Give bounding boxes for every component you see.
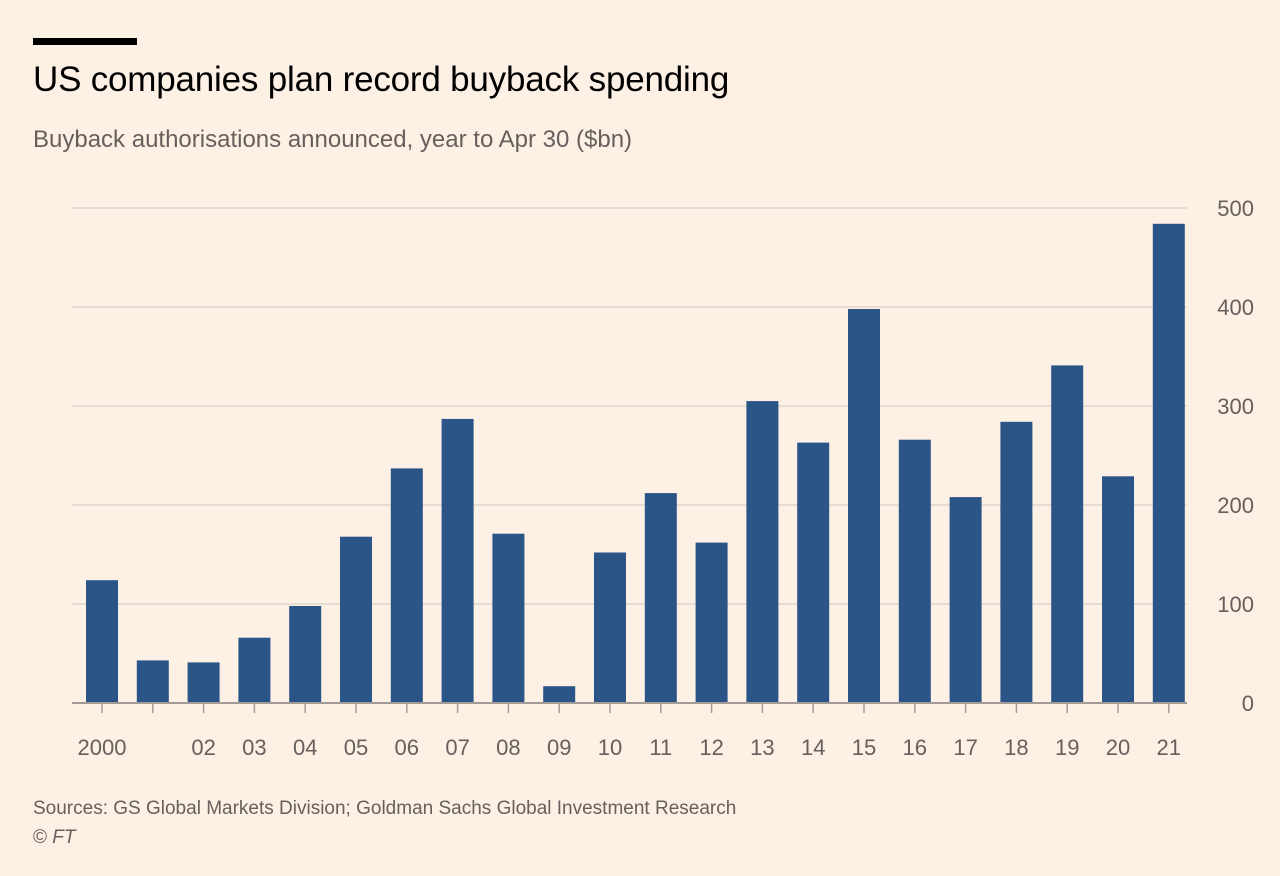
chart-title: US companies plan record buyback spendin…: [33, 60, 730, 99]
bar-08: [492, 533, 525, 703]
bar-15: [848, 309, 880, 703]
x-tick-label: 15: [852, 735, 876, 760]
x-tick-label: 06: [395, 735, 419, 760]
x-tick-label: 03: [242, 735, 266, 760]
x-tick-label: 19: [1055, 735, 1079, 760]
y-tick-label: 200: [1217, 493, 1254, 518]
x-tick-label: 11: [649, 735, 672, 760]
bar-07: [441, 418, 474, 703]
bar-03: [238, 637, 271, 703]
y-axis-labels: 0 100 200 300 400 500: [1217, 196, 1254, 716]
source-note: Sources: GS Global Markets Division; Gol…: [33, 798, 737, 819]
bar-2000: [86, 580, 118, 703]
bar-05: [340, 536, 372, 703]
x-tick-label: 02: [191, 735, 215, 760]
x-tick-label: 09: [547, 735, 571, 760]
bar-02: [187, 662, 220, 703]
x-tick-label: 05: [344, 735, 368, 760]
header-rule: [33, 38, 137, 45]
x-tick-label: 14: [801, 735, 825, 760]
bars: [86, 223, 1185, 704]
y-tick-label: 0: [1242, 691, 1254, 716]
bar-01: [136, 660, 169, 703]
x-tick-label: 17: [953, 735, 977, 760]
bar-14: [797, 442, 830, 703]
bar-06: [390, 468, 423, 703]
copyright-symbol: ©: [33, 827, 47, 848]
x-tick-label: 12: [699, 735, 723, 760]
bar-21: [1152, 223, 1185, 704]
y-tick-label: 100: [1217, 592, 1254, 617]
x-tick-label: 04: [293, 735, 317, 760]
x-tick-label: 16: [903, 735, 927, 760]
y-tick-label: 500: [1217, 196, 1254, 221]
copyright-note: © FT: [33, 827, 76, 849]
bar-11: [644, 493, 677, 703]
x-tick-label: 2000: [78, 735, 127, 760]
bar-04: [289, 606, 322, 703]
bar-12: [695, 542, 728, 703]
x-tick-label: 10: [598, 735, 622, 760]
x-tick-label: 21: [1157, 735, 1181, 760]
x-tick-label: 20: [1106, 735, 1130, 760]
chart-subtitle: Buyback authorisations announced, year t…: [33, 126, 633, 153]
bar-chart: 2000 02 03 04 05 06 07 08 09 10 11 12 13 14 15 16 17 18 19…: [72, 196, 1254, 760]
x-tick-label: 18: [1004, 735, 1028, 760]
x-tick-label: 13: [750, 735, 774, 760]
bar-20: [1102, 476, 1134, 703]
bar-18: [1000, 421, 1033, 703]
y-tick-label: 400: [1217, 295, 1254, 320]
bar-10: [594, 552, 626, 703]
bar-17: [949, 497, 982, 703]
copyright-name: FT: [52, 827, 76, 848]
x-axis: 2000 02 03 04 05 06 07 08 09 10 11 12 13 14 15 16 17 18 19…: [72, 702, 1187, 760]
x-tick-label: 07: [445, 735, 469, 760]
bar-13: [746, 401, 779, 703]
bar-16: [898, 439, 931, 703]
x-tick-label: 08: [496, 735, 520, 760]
y-tick-label: 300: [1217, 394, 1254, 419]
bar-19: [1051, 365, 1084, 703]
bar-09: [543, 686, 576, 703]
